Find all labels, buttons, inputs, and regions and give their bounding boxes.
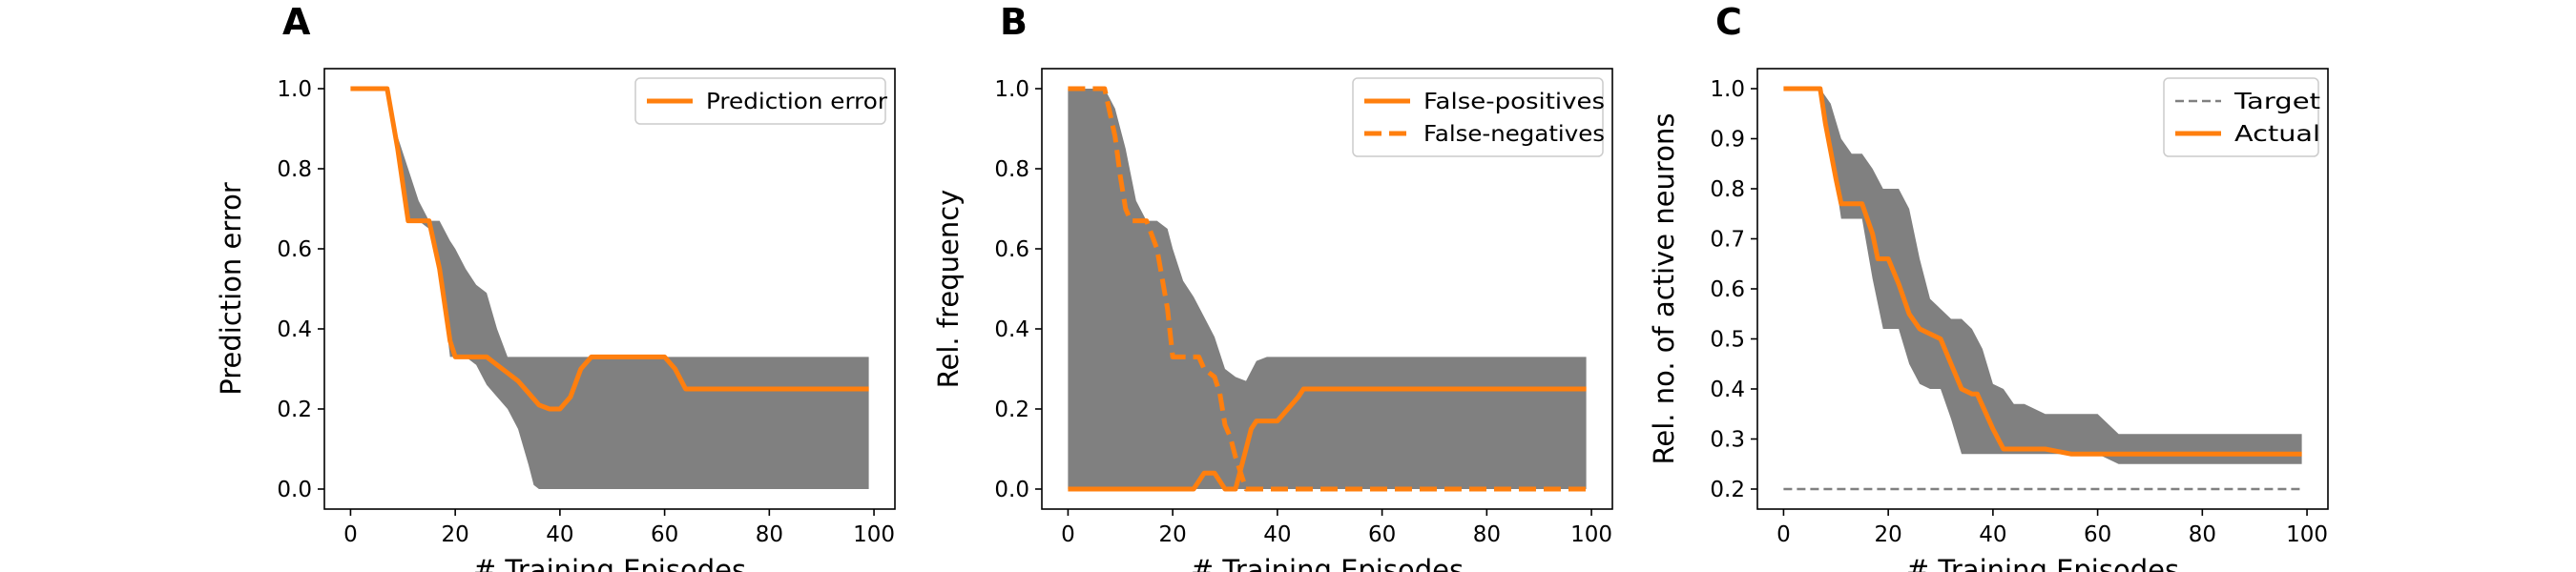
plot-area <box>1783 86 2302 491</box>
x-tick-label: 80 <box>2189 522 2216 547</box>
y-tick-label: 0.4 <box>1710 378 1745 402</box>
legend-box <box>634 77 886 125</box>
y-tick-label: 0.0 <box>277 478 312 502</box>
confidence-band <box>350 89 869 489</box>
y-tick-label: 0.0 <box>994 478 1029 502</box>
plot-area <box>1068 86 1587 492</box>
y-axis-label: Rel. frequency <box>932 190 965 389</box>
panel-letter: A <box>282 1 311 43</box>
x-axis-label: # Training Episodes <box>473 554 746 572</box>
x-tick-label: 100 <box>2286 522 2328 547</box>
series-line-prediction-error <box>350 86 869 412</box>
series-line-actual <box>1783 86 2302 457</box>
x-tick-label: 100 <box>1570 522 1612 547</box>
legend-label-actual: Actual <box>2234 122 2320 147</box>
legend-box <box>2163 77 2319 157</box>
x-tick-label: 20 <box>1875 522 1902 547</box>
y-tick-label: 0.4 <box>994 317 1029 342</box>
x-tick-label: 100 <box>853 522 895 547</box>
legend: False-positives False-negatives <box>1352 77 1605 157</box>
legend-label-false-positives: False-positives <box>1423 90 1605 114</box>
x-tick-label: 60 <box>2084 522 2111 547</box>
panel-letter: C <box>1715 1 1742 43</box>
panel-letter: B <box>1000 1 1028 43</box>
y-tick-label: 0.6 <box>1710 277 1745 302</box>
x-tick-label: 80 <box>1473 522 1501 547</box>
x-tick-label: 40 <box>1979 522 2006 547</box>
legend-box <box>1352 77 1604 157</box>
y-tick-label: 1.0 <box>277 77 312 102</box>
legend: Prediction error <box>634 77 888 125</box>
x-tick-label: 20 <box>1159 522 1187 547</box>
x-tick-label: 80 <box>756 522 783 547</box>
series-line-false-negatives <box>1068 86 1587 492</box>
x-tick-label: 60 <box>1368 522 1396 547</box>
panel-c: C 0 20 40 60 80 100 0.2 0.3 0.4 0.5 0.6 0.7 0.8 0.9 1.0… <box>1648 1 2329 572</box>
x-tick-label: 40 <box>546 522 573 547</box>
y-tick-label: 0.2 <box>277 398 312 422</box>
y-tick-label: 0.6 <box>994 237 1029 262</box>
x-axis-label: # Training Episodes <box>1906 554 2179 572</box>
y-axis-label: Rel. no. of active neurons <box>1648 113 1680 465</box>
legend-label-false-negatives: False-negatives <box>1423 122 1605 147</box>
legend-label-target: Target <box>2233 90 2320 114</box>
x-tick-label: 0 <box>1061 522 1075 547</box>
panel-a: A 0 20 40 60 80 100 0.0 0.2 0.4 0.6 0.8 1.0 # Trainin… <box>215 1 896 572</box>
y-tick-label: 0.2 <box>1710 478 1745 502</box>
y-tick-label: 0.8 <box>994 157 1029 182</box>
y-tick-label: 0.4 <box>277 317 312 342</box>
y-tick-label: 1.0 <box>994 77 1029 102</box>
x-tick-label: 20 <box>442 522 469 547</box>
y-tick-label: 0.7 <box>1710 228 1745 253</box>
y-axis-label: Prediction error <box>215 182 247 396</box>
axes-frame <box>323 68 896 510</box>
y-tick-label: 1.0 <box>1710 77 1745 102</box>
confidence-band <box>1783 89 2302 464</box>
legend: Target Actual <box>2163 77 2320 157</box>
x-tick-label: 0 <box>343 522 358 547</box>
x-tick-label: 60 <box>651 522 678 547</box>
x-tick-label: 0 <box>1776 522 1791 547</box>
plot-area <box>350 86 869 489</box>
x-axis-label: # Training Episodes <box>1191 554 1464 572</box>
series-line-false-positives <box>1068 386 1587 492</box>
legend-label-prediction-error: Prediction error <box>706 90 888 114</box>
y-tick-label: 0.5 <box>1710 328 1745 353</box>
axes-frame <box>1041 68 1613 510</box>
y-tick-label: 0.8 <box>277 157 312 182</box>
y-tick-label: 0.3 <box>1710 428 1745 453</box>
y-tick-label: 0.2 <box>994 398 1029 422</box>
y-tick-label: 0.8 <box>1710 177 1745 202</box>
panel-b: B 0 20 40 60 80 100 0.0 0.2 0.4 0.6 0.8 1.0 # Trainin… <box>932 1 1613 572</box>
y-tick-label: 0.6 <box>277 237 312 262</box>
y-tick-label: 0.9 <box>1710 128 1745 153</box>
x-tick-label: 40 <box>1263 522 1291 547</box>
